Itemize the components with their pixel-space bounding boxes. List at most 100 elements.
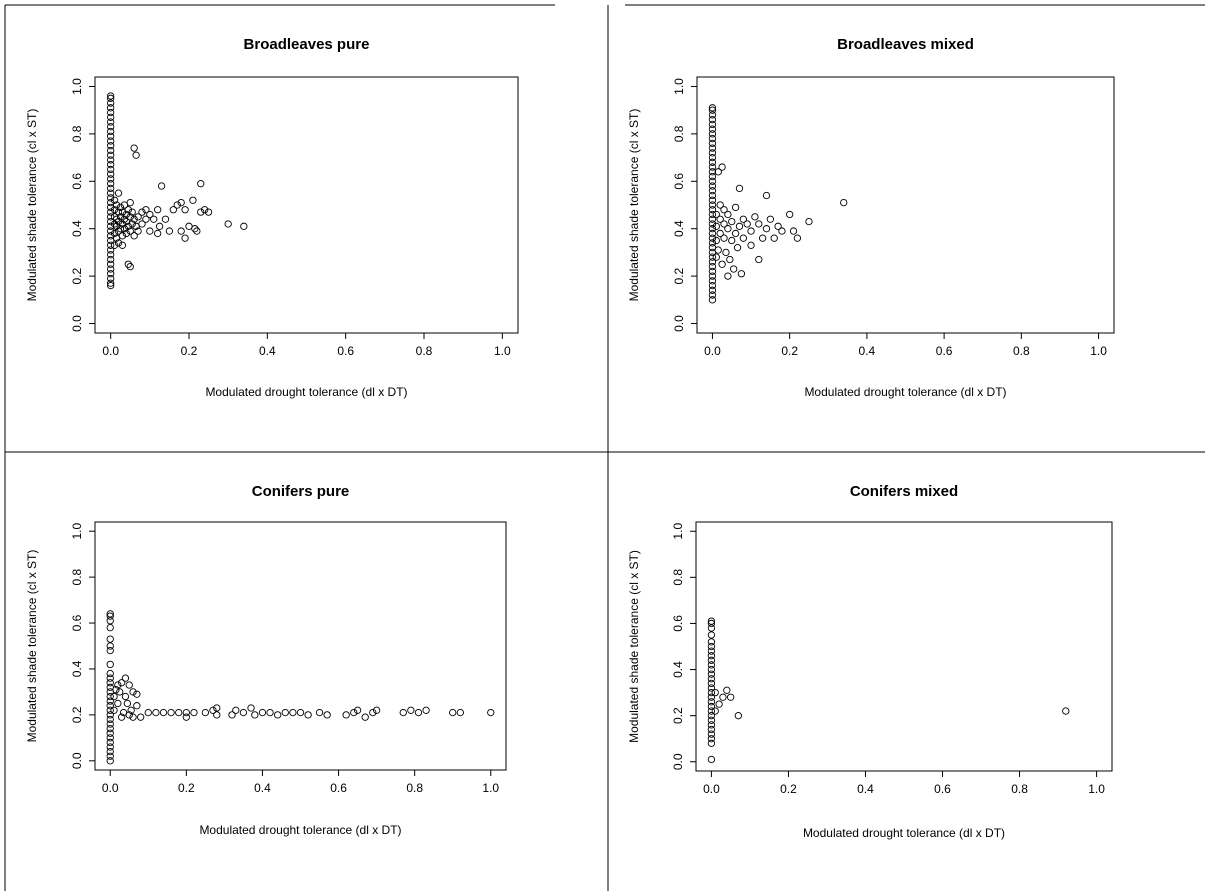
x-axis-label: Modulated drought tolerance (dl x DT) [205,385,407,399]
data-point [707,642,716,651]
data-point [707,721,716,729]
x-axis-label: Modulated drought tolerance (dl x DT) [803,826,1005,840]
data-point [201,708,210,717]
y-ticks: 0.0 0.2 0.4 0.6 0.8 1.0 [671,523,696,770]
data-point [190,708,198,717]
data-point [281,708,289,717]
x-ticks: 0.0 0.2 0.4 0.6 0.8 1.0 [102,770,499,795]
data-point [106,729,114,737]
data-point [707,647,716,655]
data-point [708,182,717,190]
points [106,610,495,765]
x-ticks: 0.0 0.2 0.4 0.6 0.8 1.0 [102,333,511,358]
data-point [707,725,716,734]
y-tick-label: 0.8 [70,125,84,142]
data-point [353,706,362,714]
data-point [117,679,126,687]
data-point [315,708,324,717]
y-tick-label: 0.2 [671,707,685,724]
data-point [213,704,221,712]
data-point [106,697,114,705]
data-point [707,652,716,660]
data-point [125,711,133,719]
y-tick-label: 0.2 [70,267,84,284]
data-point [128,220,136,228]
data-point [708,125,717,133]
data-point [134,227,142,235]
data-point [708,130,717,138]
data-point [126,227,134,235]
data-point [117,713,126,721]
data-point [107,274,115,283]
y-tick-label: 0.6 [70,173,84,190]
x-tick-label: 0.0 [703,782,720,796]
data-point [193,227,201,235]
data-point [342,711,350,719]
data-point [708,215,717,223]
data-point [728,217,736,226]
data-point [106,642,114,650]
data-point [707,679,716,688]
y-axis-label: Modulated shade tolerance (cl x ST) [627,550,641,743]
data-point [739,234,747,242]
data-point [121,674,130,682]
data-point [107,127,115,136]
data-point [487,708,495,717]
y-axis-label: Modulated shade tolerance (cl x ST) [25,550,39,743]
data-point [766,215,775,223]
data-point [107,170,115,178]
data-point [116,688,124,696]
data-point [720,206,728,214]
data-point [142,215,150,223]
data-point [712,236,720,245]
data-point [116,225,125,233]
data-point [107,132,115,140]
data-point [107,175,115,183]
x-tick-label: 0.2 [780,782,797,796]
data-point [107,279,115,287]
data-point [110,196,119,204]
data-point [708,153,717,162]
data-point [737,270,746,278]
data-point [112,215,121,223]
data-point [724,272,732,280]
x-tick-label: 0.2 [178,781,195,795]
data-point [708,277,717,285]
data-point [707,624,716,632]
data-point [719,693,727,701]
data-point [130,232,138,240]
data-point [707,755,716,764]
data-point [107,251,115,259]
data-point [840,198,848,207]
data-point [138,208,146,216]
y-tick-label: 0.6 [70,614,84,631]
data-point [718,163,726,171]
y-tick-label: 0.4 [70,220,84,237]
data-point [708,116,717,124]
data-point [707,707,716,715]
data-point [107,281,115,290]
x-tick-label: 1.0 [494,344,511,358]
data-point [165,227,174,235]
data-point [107,108,115,117]
data-point [107,265,115,273]
x-ticks: 0.0 0.2 0.4 0.6 0.8 1.0 [704,333,1107,358]
data-point [707,670,716,678]
data-point [125,681,133,689]
data-point [157,182,166,190]
data-point [720,220,728,228]
data-point [107,165,115,174]
data-point [132,151,140,159]
data-point [731,203,740,212]
x-axis-label: Modulated drought tolerance (dl x DT) [199,823,401,837]
data-point [751,213,759,221]
data-point [708,210,717,219]
x-tick-label: 0.6 [330,781,347,795]
data-point [137,713,145,721]
data-point [793,234,802,242]
y-tick-label: 1.0 [70,78,84,95]
data-point [107,270,115,278]
panel-conifers-pure: Conifers pure Modulated drought toleranc… [25,483,507,837]
data-point [707,739,716,747]
data-point [707,702,716,711]
